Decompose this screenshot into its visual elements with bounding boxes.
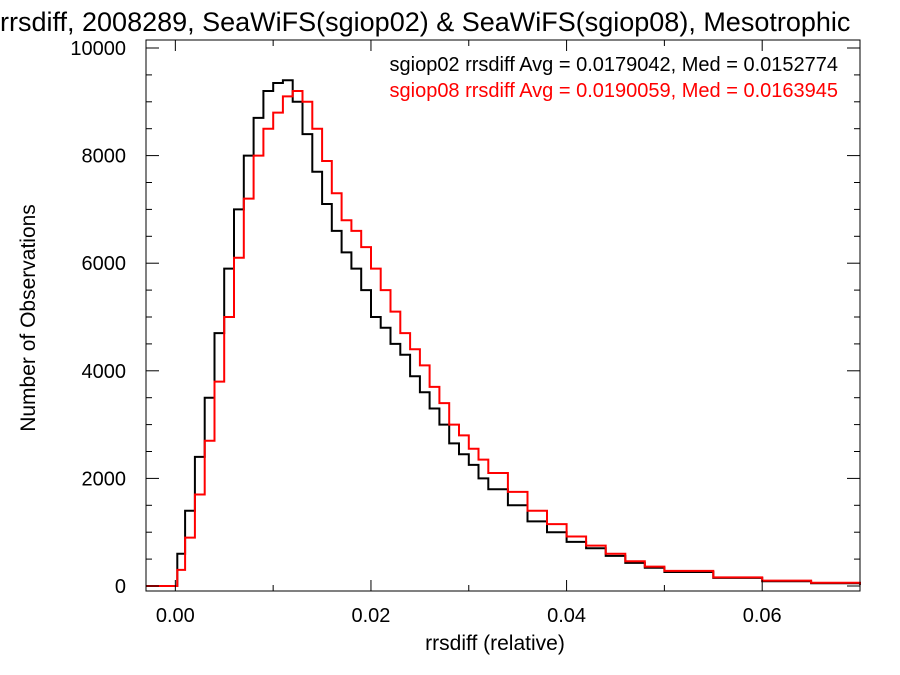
y-tick-label-1: 2000 (82, 468, 127, 490)
y-tick-label-3: 6000 (82, 253, 127, 275)
x-axis-label: rrsdiff (relative) (425, 632, 565, 655)
y-tick-label-5: 10000 (70, 38, 126, 60)
y-tick-label-4: 8000 (82, 146, 127, 168)
y-axis-label: Number of Observations (17, 204, 40, 432)
legend-entry-2: sgiop08 rrsdiff Avg = 0.0190059, Med = 0… (390, 80, 839, 102)
y-tick-label-0: 0 (115, 576, 126, 598)
plot-frame (145, 39, 861, 592)
y-tick-label-2: 4000 (82, 361, 127, 383)
legend: sgiop02 rrsdiff Avg = 0.0179042, Med = 0… (390, 54, 839, 102)
series-line-2 (146, 90, 861, 587)
x-tick-label-3: 0.06 (743, 605, 782, 627)
x-tick-label-0: 0.00 (156, 605, 195, 627)
chart-title: rrsdiff, 2008289, SeaWiFS(sgiop02) & Sea… (0, 7, 850, 37)
axes: 0.00 0.02 0.04 0.06 0 2000 4000 6000 8000 10000 (70, 38, 860, 627)
series-line-1 (146, 79, 861, 587)
plot-lines (146, 79, 861, 587)
x-tick-label-2: 0.04 (547, 605, 586, 627)
legend-entry-1: sgiop02 rrsdiff Avg = 0.0179042, Med = 0… (390, 54, 839, 76)
x-tick-label-1: 0.02 (351, 605, 390, 627)
